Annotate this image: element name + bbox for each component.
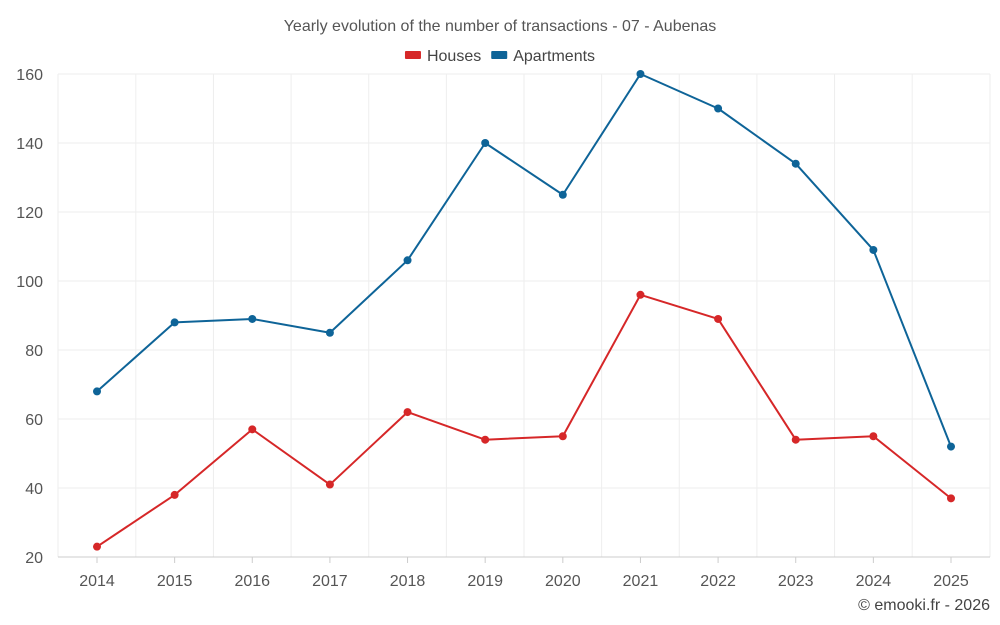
x-tick-label: 2016 <box>234 573 270 590</box>
x-tick-label: 2024 <box>856 573 892 590</box>
data-point-houses <box>869 432 878 441</box>
legend-label-apartments: Apartments <box>513 48 595 65</box>
x-tick-label: 2015 <box>157 573 193 590</box>
y-tick-label: 20 <box>25 550 43 567</box>
data-point-apartments <box>403 256 412 265</box>
chart-title: Yearly evolution of the number of transa… <box>284 18 717 35</box>
x-tick-label: 2023 <box>778 573 814 590</box>
y-tick-label: 100 <box>16 274 43 291</box>
legend-swatch-houses <box>404 51 421 59</box>
y-tick-label: 80 <box>25 343 43 360</box>
data-point-apartments <box>325 328 334 337</box>
legend-label-houses: Houses <box>427 48 481 65</box>
data-point-houses <box>558 432 567 441</box>
data-point-houses <box>947 494 955 503</box>
legend-swatch-apartments <box>491 51 508 59</box>
data-point-apartments <box>636 70 645 78</box>
x-tick-label: 2020 <box>545 573 581 590</box>
data-point-houses <box>403 408 412 417</box>
y-tick-label: 120 <box>16 205 43 222</box>
x-tick-label: 2017 <box>312 573 348 590</box>
data-point-houses <box>481 435 490 444</box>
data-point-houses <box>170 490 179 499</box>
series-line-apartments <box>96 73 952 447</box>
data-point-apartments <box>791 159 800 168</box>
data-point-apartments <box>170 318 179 327</box>
credit-text: © emooki.fr - 2026 <box>858 597 990 614</box>
x-tick-label: 2014 <box>79 573 115 590</box>
series-group <box>93 70 955 551</box>
grid <box>57 73 991 557</box>
y-tick-label: 140 <box>16 136 43 153</box>
x-tick-label: 2018 <box>390 573 426 590</box>
y-tick-label: 60 <box>25 412 43 429</box>
y-tick-label: 160 <box>16 67 43 84</box>
x-tick-label: 2025 <box>933 573 969 590</box>
y-axis: 20 40 60 80 100 120 140 160 <box>16 67 43 567</box>
data-point-houses <box>636 290 645 299</box>
legend: Houses Apartments <box>404 48 595 65</box>
data-point-houses <box>325 480 334 489</box>
x-tick-label: 2019 <box>467 573 503 590</box>
data-point-apartments <box>869 245 878 254</box>
series-line-houses <box>96 293 952 548</box>
data-point-apartments <box>558 190 567 199</box>
data-point-houses <box>93 542 101 551</box>
x-tick-label: 2021 <box>623 573 659 590</box>
data-point-houses <box>248 425 257 434</box>
data-point-apartments <box>714 104 723 113</box>
data-point-apartments <box>248 314 257 323</box>
x-axis: 2014 2015 2016 2017 2018 2019 2020 2021 2022 2023… <box>58 556 990 590</box>
data-point-houses <box>791 435 800 444</box>
data-point-apartments <box>481 139 490 147</box>
data-point-houses <box>714 314 723 323</box>
data-point-apartments <box>93 387 101 396</box>
x-tick-label: 2022 <box>700 573 736 590</box>
y-tick-label: 40 <box>25 481 43 498</box>
data-point-apartments <box>947 442 955 451</box>
